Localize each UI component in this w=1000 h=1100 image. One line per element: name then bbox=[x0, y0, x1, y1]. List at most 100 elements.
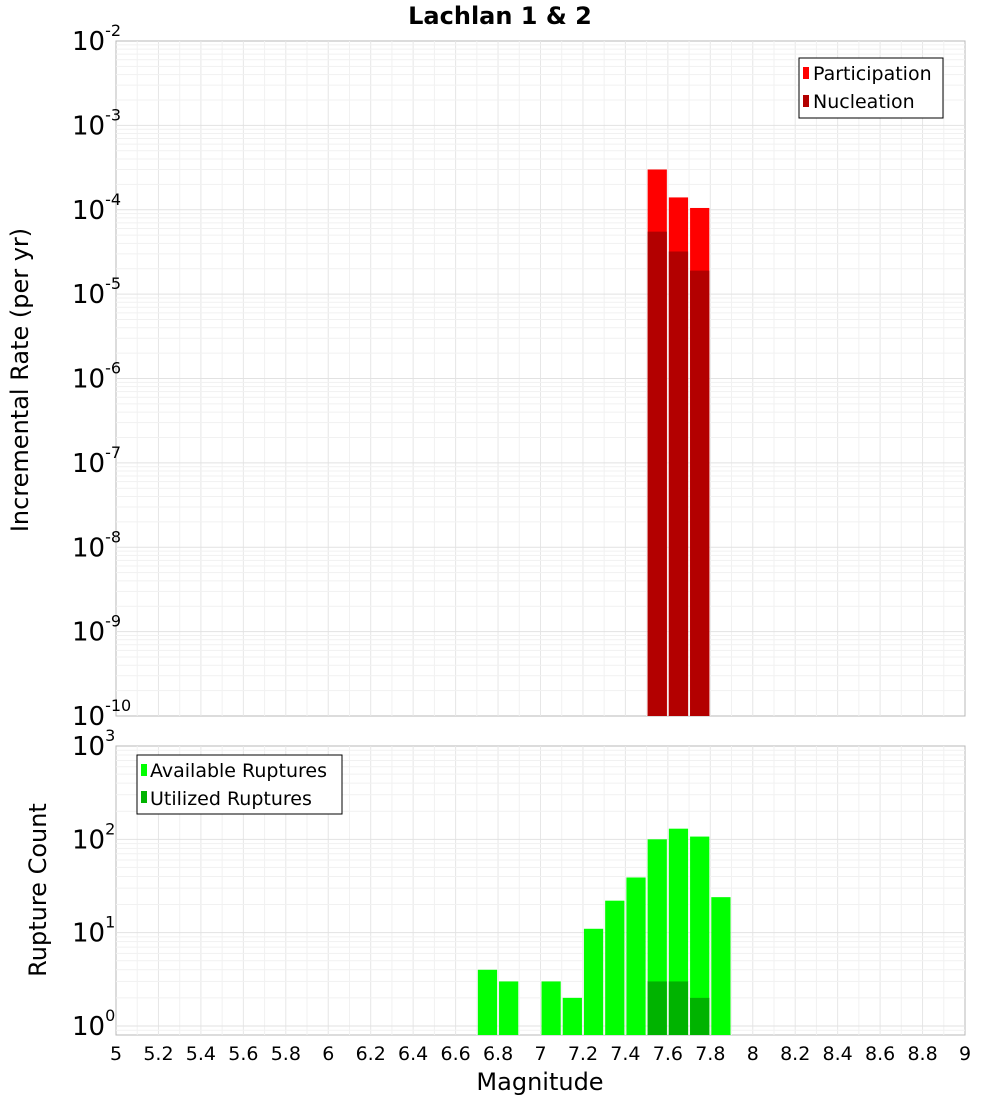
y-tick-exponent: 2 bbox=[105, 819, 115, 838]
x-tick-label: 7.6 bbox=[653, 1043, 683, 1065]
legend-label-utilized: Utilized Ruptures bbox=[150, 788, 312, 810]
x-tick-label: 8.4 bbox=[823, 1043, 853, 1065]
y-tick-base: 10 bbox=[72, 919, 105, 949]
chart-title: Lachlan 1 & 2 bbox=[408, 2, 592, 30]
x-tick-label: 8.6 bbox=[865, 1043, 895, 1065]
legend-label-nucleation: Nucleation bbox=[813, 91, 915, 113]
x-tick-label: 5.8 bbox=[271, 1043, 301, 1065]
y-tick-base: 10 bbox=[72, 618, 105, 648]
top-legend: Participation Nucleation bbox=[798, 57, 944, 119]
legend-swatch-available bbox=[141, 764, 147, 776]
x-tick-label: 5.4 bbox=[186, 1043, 216, 1065]
legend-swatch-nucleation bbox=[803, 95, 809, 107]
y-tick-exponent: -5 bbox=[105, 274, 121, 293]
x-ticks: 5 5.2 5.4 5.6 5.8 6 6.2 6.4 6.6 6.8 7 7.2 7.4 7.6 7.8 8… bbox=[110, 1043, 971, 1065]
bar-available-ruptures-6 bbox=[626, 877, 646, 1035]
top-bars bbox=[647, 169, 710, 717]
bar-available-ruptures-9 bbox=[690, 836, 710, 1035]
x-tick-label: 5.2 bbox=[143, 1043, 173, 1065]
bar-nucleation-2 bbox=[690, 270, 710, 716]
y-tick-exponent: -7 bbox=[105, 443, 121, 462]
x-tick-label: 7.4 bbox=[610, 1043, 640, 1065]
x-tick-label: 6 bbox=[322, 1043, 334, 1065]
y-tick-label: 10-3 bbox=[72, 105, 121, 141]
x-axis-label: Magnitude bbox=[476, 1068, 603, 1096]
x-tick-label: 6.2 bbox=[356, 1043, 386, 1065]
bottom-legend-box bbox=[136, 754, 343, 815]
bar-available-ruptures-1 bbox=[499, 981, 519, 1035]
y-tick-label: 10-6 bbox=[72, 359, 121, 395]
y-tick-exponent: 3 bbox=[105, 726, 115, 745]
x-tick-label: 7 bbox=[534, 1043, 546, 1065]
top-y-ticks: 10-210-310-410-510-610-710-810-910-10 bbox=[72, 21, 131, 732]
top-y-axis-label: Incremental Rate (per yr) bbox=[6, 228, 34, 532]
legend-swatch-utilized bbox=[141, 791, 147, 803]
y-tick-exponent: -10 bbox=[105, 696, 131, 715]
top-grid bbox=[116, 41, 965, 716]
bar-nucleation-1 bbox=[668, 251, 689, 716]
bottom-legend: Available Ruptures Utilized Ruptures bbox=[136, 754, 343, 815]
bottom-y-axis-label: Rupture Count bbox=[24, 803, 52, 977]
y-tick-label: 102 bbox=[72, 819, 115, 855]
y-tick-label: 10-7 bbox=[72, 443, 121, 479]
bar-available-ruptures-3 bbox=[562, 997, 582, 1035]
y-tick-label: 100 bbox=[72, 1006, 115, 1042]
y-tick-base: 10 bbox=[72, 111, 105, 141]
x-tick-label: 8.2 bbox=[780, 1043, 810, 1065]
bar-utilized-ruptures-0 bbox=[647, 981, 667, 1035]
x-tick-label: 9 bbox=[959, 1043, 971, 1065]
y-tick-label: 103 bbox=[72, 726, 115, 762]
y-tick-exponent: -9 bbox=[105, 612, 121, 631]
top-panel: 10-210-310-410-510-610-710-810-910-10 In… bbox=[6, 21, 966, 732]
bar-available-ruptures-2 bbox=[541, 981, 561, 1035]
y-tick-base: 10 bbox=[72, 533, 105, 563]
bottom-grid bbox=[116, 746, 965, 1035]
y-tick-base: 10 bbox=[72, 365, 105, 395]
bar-available-ruptures-10 bbox=[711, 897, 731, 1035]
y-tick-base: 10 bbox=[72, 702, 105, 732]
y-tick-label: 101 bbox=[72, 913, 115, 949]
y-tick-exponent: -3 bbox=[105, 105, 121, 124]
y-tick-exponent: -4 bbox=[105, 190, 121, 209]
y-tick-label: 10-10 bbox=[72, 696, 131, 732]
bar-nucleation-0 bbox=[647, 231, 667, 716]
bar-utilized-ruptures-1 bbox=[668, 981, 689, 1035]
y-tick-exponent: -8 bbox=[105, 527, 121, 546]
y-tick-exponent: 0 bbox=[105, 1006, 115, 1025]
x-tick-label: 7.2 bbox=[568, 1043, 598, 1065]
bar-available-ruptures-0 bbox=[477, 969, 498, 1035]
x-tick-label: 8.8 bbox=[907, 1043, 937, 1065]
y-tick-base: 10 bbox=[72, 825, 105, 855]
y-tick-base: 10 bbox=[72, 280, 105, 310]
x-tick-label: 5 bbox=[110, 1043, 122, 1065]
y-tick-exponent: -2 bbox=[105, 21, 121, 40]
bar-utilized-ruptures-2 bbox=[690, 997, 710, 1035]
legend-swatch-participation bbox=[803, 67, 809, 79]
x-tick-label: 6.6 bbox=[440, 1043, 470, 1065]
y-tick-base: 10 bbox=[72, 1012, 105, 1042]
bar-available-ruptures-4 bbox=[583, 928, 604, 1035]
bottom-bars bbox=[477, 828, 731, 1035]
y-tick-base: 10 bbox=[72, 449, 105, 479]
y-tick-exponent: 1 bbox=[105, 913, 115, 932]
legend-label-available: Available Ruptures bbox=[150, 760, 327, 782]
x-tick-label: 6.4 bbox=[398, 1043, 428, 1065]
top-legend-box bbox=[798, 57, 944, 119]
y-tick-base: 10 bbox=[72, 732, 105, 762]
y-tick-base: 10 bbox=[72, 196, 105, 226]
x-tick-label: 5.6 bbox=[228, 1043, 258, 1065]
y-tick-base: 10 bbox=[72, 27, 105, 57]
x-tick-label: 8 bbox=[747, 1043, 759, 1065]
y-tick-label: 10-4 bbox=[72, 190, 121, 226]
bar-available-ruptures-5 bbox=[605, 900, 625, 1035]
y-tick-label: 10-9 bbox=[72, 612, 121, 648]
legend-label-participation: Participation bbox=[813, 63, 932, 85]
y-tick-exponent: -6 bbox=[105, 359, 121, 378]
x-tick-label: 6.8 bbox=[483, 1043, 513, 1065]
y-tick-label: 10-5 bbox=[72, 274, 121, 310]
y-tick-label: 10-2 bbox=[72, 21, 121, 57]
y-tick-label: 10-8 bbox=[72, 527, 121, 563]
